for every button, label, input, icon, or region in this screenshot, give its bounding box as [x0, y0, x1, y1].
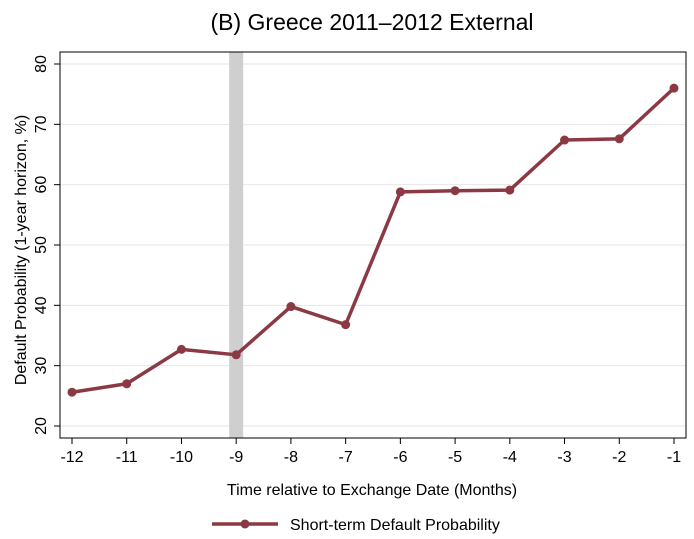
data-point [395, 187, 405, 197]
data-point [450, 186, 460, 196]
chart-title: (B) Greece 2011–2012 External [210, 9, 533, 35]
x-tick-label: -9 [229, 449, 243, 466]
data-point [122, 379, 132, 389]
legend-label: Short-term Default Probability [290, 517, 500, 534]
data-point [341, 320, 351, 330]
x-tick-label: -7 [339, 449, 353, 466]
y-axis-ticks: 20 30 40 50 60 70 80 [33, 55, 60, 435]
x-tick-label: -6 [393, 449, 407, 466]
series-points [67, 83, 679, 397]
highlight-band [229, 52, 244, 438]
data-point [505, 185, 515, 195]
legend-marker [240, 519, 250, 529]
y-tick-label: 40 [33, 296, 50, 314]
data-point [286, 302, 296, 312]
data-point [231, 350, 241, 360]
highlight-band-rect [229, 52, 244, 438]
x-tick-label: -10 [170, 449, 193, 466]
x-tick-label: -4 [503, 449, 517, 466]
x-tick-label: -1 [667, 449, 681, 466]
y-axis-label: Default Probability (1-year horizon, %) [13, 115, 30, 385]
x-tick-label: -8 [284, 449, 298, 466]
y-tick-label: 70 [33, 115, 50, 133]
legend: Short-term Default Probability [212, 517, 500, 534]
x-axis-ticks: -12 -11 -10 -9 -8 -7 -6 -5 -4 -3 -2 -1 [60, 438, 681, 466]
gridlines [60, 63, 686, 427]
x-tick-label: -11 [116, 449, 138, 466]
x-tick-label: -2 [612, 449, 626, 466]
data-point [614, 134, 624, 144]
x-tick-label: -12 [60, 449, 83, 466]
x-axis-label: Time relative to Exchange Date (Months) [227, 482, 517, 499]
series-line-short-term-default-probability [70, 86, 676, 394]
x-tick-label: -5 [448, 449, 462, 466]
data-point [176, 344, 186, 354]
y-tick-label: 60 [33, 176, 50, 194]
y-tick-label: 80 [33, 55, 50, 73]
data-point [67, 387, 77, 397]
x-tick-label: -3 [557, 449, 571, 466]
data-point [560, 135, 570, 145]
data-point [669, 83, 679, 93]
y-tick-label: 20 [33, 417, 50, 435]
y-tick-label: 50 [33, 236, 50, 254]
y-tick-label: 30 [33, 357, 50, 375]
